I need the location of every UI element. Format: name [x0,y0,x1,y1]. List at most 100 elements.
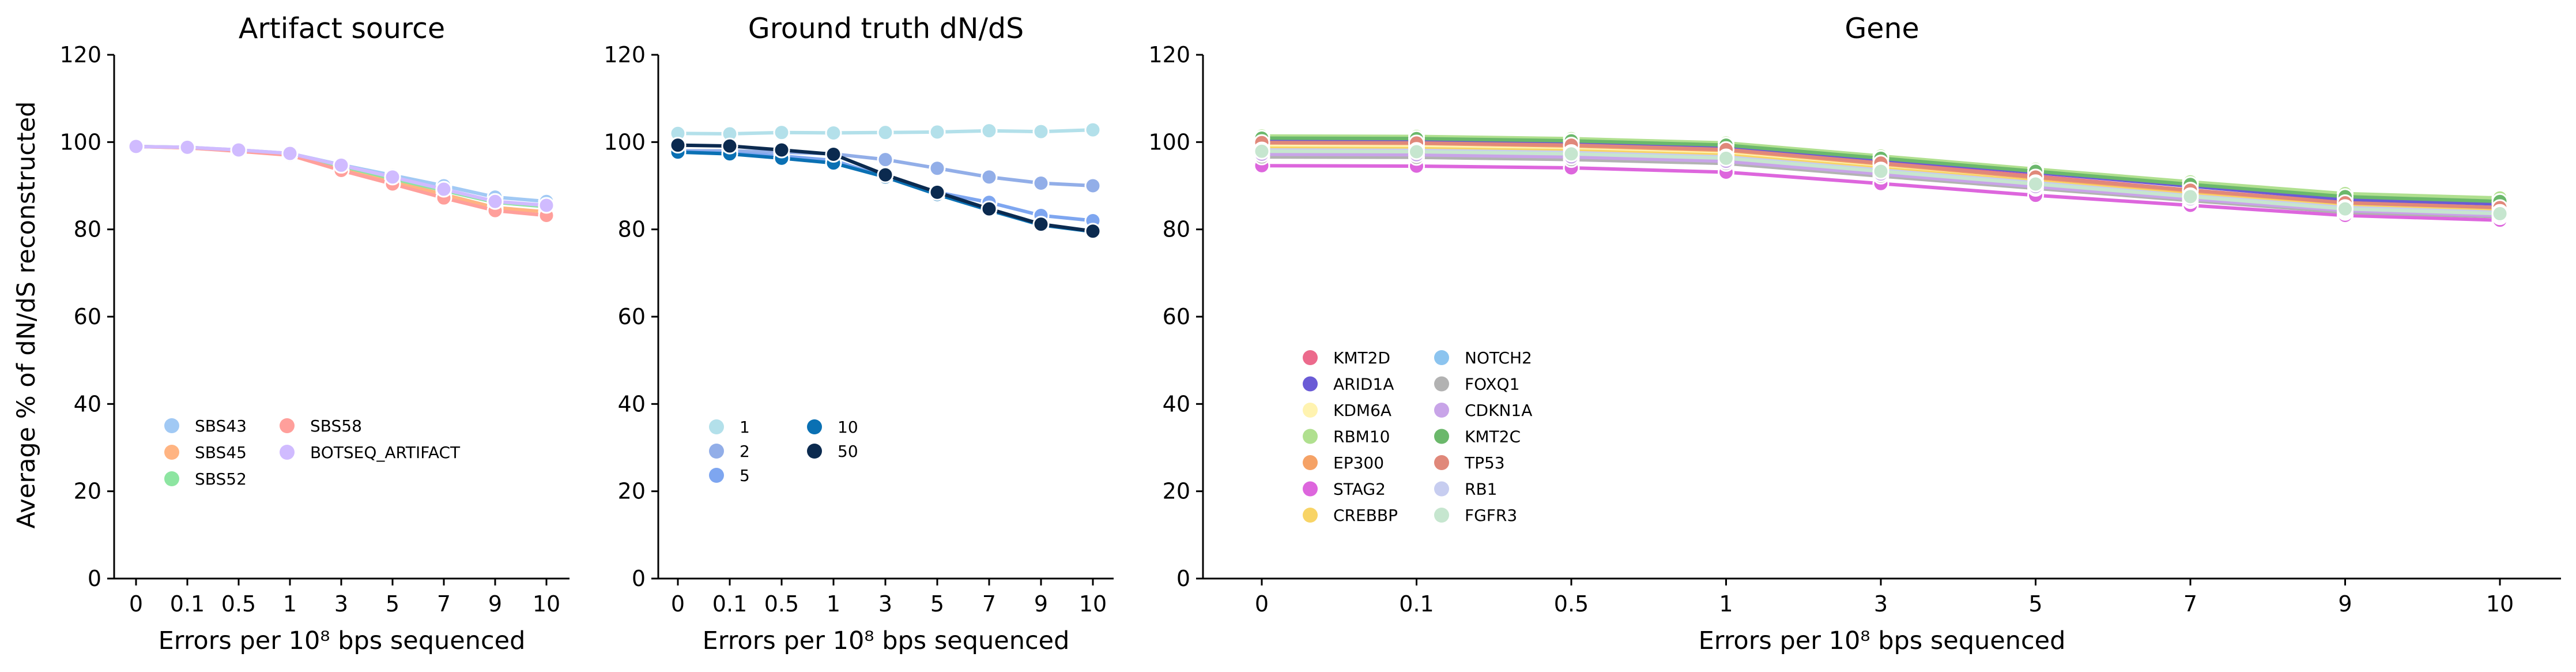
x-tick-label: 0.5 [221,591,256,617]
x-tick-label: 1 [1719,591,1733,617]
legend-label: 5 [740,466,750,485]
legend-label: RB1 [1465,480,1497,499]
legend-label: RBM10 [1333,427,1390,446]
legend-label: 50 [838,442,858,461]
x-tick-label: 1 [827,591,840,617]
panel-title: Ground truth dN/dS [748,12,1024,45]
x-tick-label: 1 [283,591,297,617]
legend-marker [164,418,179,433]
data-point [1872,163,1889,180]
y-tick-label: 60 [1163,304,1190,329]
y-tick-label: 0 [1176,566,1190,591]
legend-label: FOXQ1 [1465,375,1519,394]
y-tick-label: 100 [604,129,646,155]
x-tick-label: 9 [1034,591,1048,617]
legend-marker [164,471,179,486]
legend-marker [1434,508,1449,523]
legend-label: TP53 [1464,453,1505,472]
data-point [877,124,894,141]
legend-marker [807,444,822,459]
series-1 [669,121,1102,142]
data-point [1408,143,1425,160]
data-point [1032,174,1050,192]
x-tick-label: 0 [671,591,685,617]
panel-title: Gene [1845,12,1919,45]
legend-marker [1434,376,1449,392]
x-tick-label: 3 [878,591,892,617]
ground-truth-dnds-panel: Ground truth dN/dS 0 20 40 60 80 100 120 0 0.1 0.5… [604,12,1114,655]
legend-label: SBS43 [195,416,247,436]
data-point [1084,177,1102,194]
x-tick-label: 10 [533,591,560,617]
x-tick-label: 0.5 [1554,591,1589,617]
data-point [2337,200,2354,217]
gene-panel: Gene 0 20 40 60 80 100 120 0 0.1 0.5 1 3 5 7 9 10 Errors … [1148,12,2561,655]
x-tick-label: 10 [1079,591,1107,617]
legend-label: EP300 [1333,453,1384,472]
y-tick-label: 0 [88,566,101,591]
data-point [1084,223,1102,240]
series-50 [669,137,1102,240]
shared-y-axis-label: Average % of dN/dS reconstructed [12,102,41,529]
legend-marker [1434,429,1449,444]
data-point [435,181,452,198]
x-axis-title: Errors per 10⁸ bps sequenced [1699,626,2066,655]
legend-marker [280,445,295,460]
data-point [1032,216,1050,233]
data-point [281,145,299,162]
data-point [1563,145,1580,163]
y-tick-label: 120 [1148,42,1190,67]
y-tick-label: 60 [618,304,646,329]
x-tick-label: 7 [437,591,451,617]
x-axis-title: Errors per 10⁸ bps sequenced [159,626,526,655]
y-tick-label: 100 [1148,129,1190,155]
legend-label: 2 [740,442,750,461]
y-tick-label: 120 [604,42,646,67]
data-point [538,197,555,214]
x-tick-label: 5 [930,591,944,617]
y-tick-label: 100 [59,129,101,155]
legend-label: KMT2C [1465,427,1521,446]
series-line [135,144,547,214]
y-tick-label: 40 [618,391,646,416]
y-tick-label: 20 [618,479,646,504]
y-tick-label: 60 [74,304,101,329]
legend: KMT2D ARID1A KDM6A RBM10 EP300 STAG2 CREBBP NOT… [1303,348,1532,525]
data-point [179,138,196,156]
legend-label: NOTCH2 [1465,348,1532,367]
legend-marker [709,468,724,483]
legend-marker [1303,481,1318,497]
data-point [877,166,894,183]
data-point [773,141,790,159]
x-tick-label: 0.1 [712,591,747,617]
x-tick-label: 3 [334,591,348,617]
x-tick-label: 0.1 [170,591,205,617]
panel-title: Artifact source [239,12,445,45]
legend-label: BOTSEQ_ARTIFACT [310,443,461,462]
legend-label: STAG2 [1333,480,1386,499]
legend-marker [1434,455,1449,470]
data-point [127,138,145,155]
y-tick-label: 20 [74,479,101,504]
legend-label: SBS45 [195,443,247,462]
data-point [877,151,894,168]
legend-label: ARID1A [1333,375,1394,394]
data-point [230,141,247,159]
data-point [1032,123,1050,140]
legend-marker [1303,350,1318,365]
legend-marker [1303,376,1318,392]
legend-label: 10 [838,418,858,437]
legend-marker [1434,350,1449,365]
x-tick-label: 0.5 [764,591,799,617]
data-point [1084,121,1102,138]
data-point [2027,175,2044,193]
legend-label: 1 [740,418,750,437]
legend-label: SBS52 [195,470,247,489]
legend-marker [807,419,822,434]
data-point [825,146,842,163]
x-tick-label: 0 [129,591,143,617]
legend: SBS43 SBS45 SBS52 SBS58 BOTSEQ_ARTIFACT [164,416,461,489]
data-point [929,160,946,177]
x-tick-label: 9 [2338,591,2352,617]
legend-marker [280,418,295,433]
